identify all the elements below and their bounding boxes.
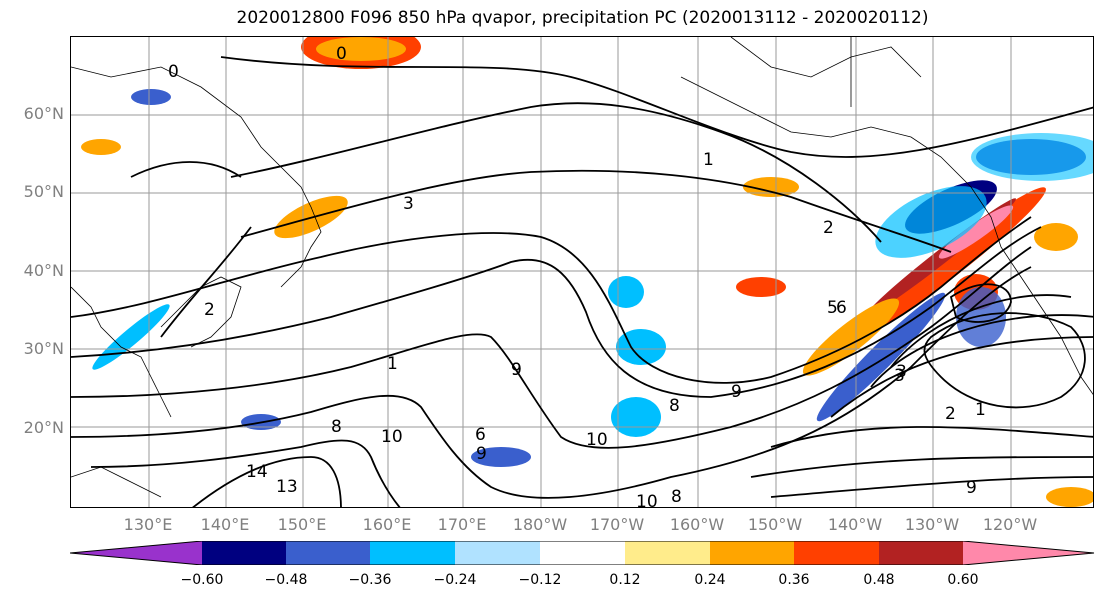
- colorbar-segment: [202, 541, 286, 565]
- colorbar-tick-label: 0.36: [778, 572, 810, 588]
- contour-label: 6: [475, 425, 486, 445]
- colorbar-tick-label: 0.60: [947, 572, 979, 588]
- contour-label: 1: [975, 400, 986, 420]
- lon-label: 130°W: [904, 515, 960, 534]
- lon-label: 140°E: [200, 515, 250, 534]
- precip-anomaly-shading: [81, 37, 1093, 507]
- contour-label: 9: [966, 478, 977, 498]
- lon-label: 160°E: [362, 515, 412, 534]
- colorbar-segment: [710, 541, 794, 565]
- contour-label: 2: [204, 300, 215, 320]
- contour-label: 6: [836, 298, 847, 318]
- colorbar-segment: [70, 541, 202, 565]
- height-contours: [71, 56, 1093, 507]
- lon-label: 180°W: [512, 515, 568, 534]
- colorbar-tick-label: 0.24: [694, 572, 726, 588]
- contour-label: 9: [476, 444, 487, 464]
- contour-label: 1: [387, 354, 398, 374]
- colorbar-segment: [794, 541, 879, 565]
- lon-label: 150°W: [747, 515, 803, 534]
- contour-label: 3: [403, 194, 414, 214]
- contour-label: 9: [511, 360, 522, 380]
- map-canvas: 0 0 1 1 1 2 2 2 3 3 3 5 6 6 8 8 8 9 9 9 …: [71, 37, 1093, 508]
- lat-label-40n: 40°N: [23, 261, 64, 280]
- colorbar-segment: [370, 541, 455, 565]
- map-title: 2020012800 F096 850 hPa qvapor, precipit…: [236, 8, 929, 28]
- contour-label: 3: [896, 362, 907, 382]
- lon-label: 130°E: [123, 515, 173, 534]
- contour-label: 14: [246, 462, 268, 482]
- contour-label: 0: [168, 62, 179, 82]
- contour-label: 8: [671, 487, 682, 507]
- contour-label: 10: [381, 427, 403, 447]
- colorbar-tick-label: 0.48: [863, 572, 895, 588]
- colorbar: [70, 541, 1095, 565]
- lon-label: 150°E: [277, 515, 327, 534]
- contour-label: 0: [336, 44, 347, 64]
- colorbar-tick-label: −0.36: [348, 572, 392, 588]
- contour-label: 9: [511, 360, 522, 380]
- colorbar-tick-label: −0.60: [180, 572, 224, 588]
- colorbar-tick-label: 0.12: [609, 572, 641, 588]
- contour-label: 9: [731, 382, 742, 402]
- map-panel: 0 0 1 1 1 2 2 2 3 3 3 5 6 6 8 8 8 9 9 9 …: [70, 36, 1094, 508]
- lat-label-50n: 50°N: [23, 182, 64, 201]
- colorbar-segment: [540, 541, 625, 565]
- colorbar-segment: [963, 541, 1094, 565]
- colorbar-segment: [286, 541, 370, 565]
- contour-label: 2: [823, 218, 834, 238]
- contour-label: 3: [894, 366, 905, 386]
- colorbar-tick-label: −0.12: [518, 572, 562, 588]
- colorbar-segment: [625, 541, 710, 565]
- contour-label: 10: [586, 430, 608, 450]
- contour-label: 2: [945, 404, 956, 424]
- lon-label: 170°W: [589, 515, 645, 534]
- lon-label: 160°W: [669, 515, 725, 534]
- contour-label: 8: [331, 417, 342, 437]
- lon-label: 120°W: [982, 515, 1038, 534]
- lon-label: 140°W: [827, 515, 883, 534]
- contour-label: 10: [636, 492, 658, 508]
- contour-label-group: 0 0 1 1 1 2 2 2 3 3 3 5 6 6 8 8 8 9 9 9 …: [168, 44, 986, 508]
- contour-label: 1: [703, 150, 714, 170]
- lat-label-30n: 30°N: [23, 339, 64, 358]
- colorbar-tick-label: −0.24: [433, 572, 477, 588]
- contour-label: 5: [827, 298, 838, 318]
- contour-label: 13: [276, 477, 298, 497]
- lon-label: 170°E: [437, 515, 487, 534]
- lat-label-60n: 60°N: [23, 104, 64, 123]
- colorbar-tick-label: −0.48: [264, 572, 308, 588]
- contour-label: 8: [669, 396, 680, 416]
- colorbar-segment: [455, 541, 540, 565]
- colorbar-segment: [879, 541, 963, 565]
- lat-label-20n: 20°N: [23, 418, 64, 437]
